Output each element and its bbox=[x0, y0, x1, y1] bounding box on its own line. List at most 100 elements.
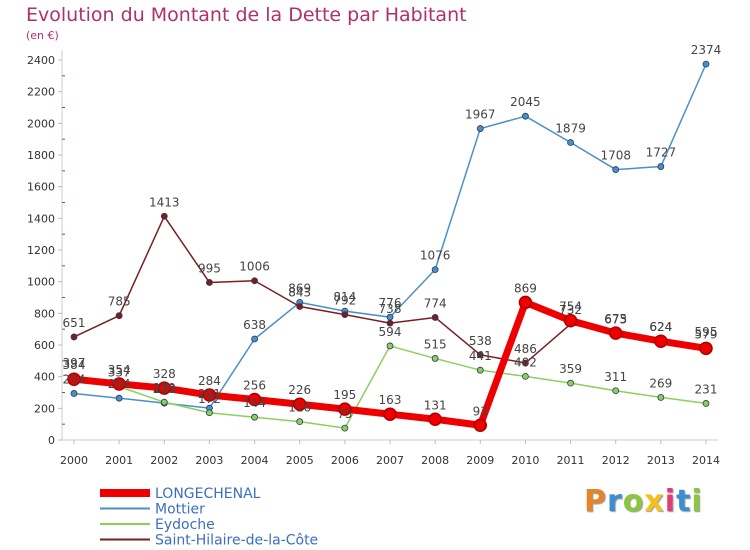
proxiti-logo: Proxiti bbox=[584, 484, 703, 519]
data-point-longechenal bbox=[654, 334, 668, 348]
data-label-eydoche: 337 bbox=[108, 366, 131, 380]
chart-axes: 0 200 400 600 800 1000 1200 1400 1600 1800 2000 220… bbox=[27, 50, 720, 467]
y-tick-label: 800 bbox=[34, 307, 55, 320]
x-tick-label: 2013 bbox=[647, 454, 675, 467]
data-point-longechenal bbox=[157, 381, 172, 395]
x-tick-label: 2009 bbox=[466, 454, 494, 467]
data-label-eydoche: 144 bbox=[243, 396, 266, 410]
data-label-saint-hilaire-de-la-c-te: 538 bbox=[469, 334, 492, 348]
y-tick-label: 1200 bbox=[27, 244, 55, 257]
data-label-longechenal: 195 bbox=[333, 388, 356, 402]
data-point-saint-hilaire-de-la-c-te bbox=[386, 319, 394, 327]
data-point-mottier bbox=[567, 139, 574, 146]
data-point-mottier bbox=[702, 60, 710, 68]
data-label-longechenal: 93 bbox=[473, 404, 488, 418]
data-label-saint-hilaire-de-la-c-te: 792 bbox=[333, 294, 356, 308]
x-tick-label: 2007 bbox=[376, 454, 404, 467]
data-label-longechenal: 869 bbox=[514, 281, 537, 295]
y-tick-label: 1400 bbox=[27, 212, 55, 225]
data-point-longechenal bbox=[112, 377, 126, 391]
logo-letter: o bbox=[622, 484, 645, 519]
data-label-eydoche: 441 bbox=[469, 349, 492, 363]
data-label-saint-hilaire-de-la-c-te: 774 bbox=[424, 296, 447, 310]
series-line-saint-hilaire-de-la-c-te bbox=[73, 215, 707, 364]
data-point-longechenal bbox=[67, 372, 81, 386]
data-point-longechenal bbox=[473, 418, 488, 433]
x-tick-label: 2001 bbox=[105, 454, 133, 467]
x-tick-label: 2014 bbox=[692, 454, 720, 467]
data-point-longechenal bbox=[518, 295, 533, 310]
data-label-mottier: 1967 bbox=[465, 108, 496, 122]
data-label-mottier: 233 bbox=[153, 382, 176, 396]
data-label-eydoche: 231 bbox=[695, 382, 718, 396]
data-point-mottier bbox=[115, 394, 123, 402]
data-point-eydoche bbox=[296, 418, 304, 426]
logo-letter: x bbox=[644, 484, 665, 519]
y-tick-label: 1600 bbox=[27, 181, 55, 194]
data-label-eydoche: 311 bbox=[604, 370, 627, 384]
data-point-longechenal bbox=[338, 402, 352, 416]
data-point-saint-hilaire-de-la-c-te bbox=[341, 311, 349, 319]
y-tick-label: 2200 bbox=[27, 86, 55, 99]
data-label-eydoche: 269 bbox=[649, 376, 672, 390]
data-point-eydoche bbox=[386, 342, 394, 350]
data-label-longechenal: 754 bbox=[559, 300, 582, 314]
data-label-mottier: 264 bbox=[108, 377, 131, 391]
x-tick-label: 2006 bbox=[331, 454, 359, 467]
data-label-saint-hilaire-de-la-c-te: 624 bbox=[649, 320, 672, 334]
data-point-eydoche bbox=[476, 366, 484, 374]
data-point-mottier bbox=[476, 125, 484, 132]
data-label-mottier: 1879 bbox=[555, 121, 586, 135]
data-point-eydoche bbox=[612, 387, 620, 395]
data-point-saint-hilaire-de-la-c-te bbox=[206, 279, 213, 286]
series-line-mottier bbox=[73, 63, 707, 409]
data-point-saint-hilaire-de-la-c-te bbox=[476, 351, 484, 359]
y-tick-label: 2000 bbox=[27, 117, 55, 130]
data-point-saint-hilaire-de-la-c-te bbox=[251, 277, 258, 285]
data-label-eydoche: 359 bbox=[559, 362, 582, 376]
y-tick-label: 2400 bbox=[27, 54, 55, 67]
data-point-saint-hilaire-de-la-c-te bbox=[431, 314, 439, 321]
data-point-saint-hilaire-de-la-c-te bbox=[115, 312, 123, 320]
data-label-eydoche: 402 bbox=[514, 355, 537, 369]
data-point-eydoche bbox=[206, 409, 213, 417]
data-label-mottier: 638 bbox=[243, 318, 266, 332]
data-point-eydoche bbox=[522, 372, 529, 380]
data-label-longechenal: 675 bbox=[604, 312, 627, 326]
logo-letter: P bbox=[584, 484, 607, 519]
data-point-saint-hilaire-de-la-c-te bbox=[70, 333, 78, 341]
data-point-eydoche bbox=[251, 413, 258, 421]
legend-label: Saint-Hilaire-de-la-Côte bbox=[155, 533, 318, 549]
data-point-mottier bbox=[70, 390, 78, 397]
data-label-saint-hilaire-de-la-c-te: 1413 bbox=[149, 195, 180, 209]
chart-title: Evolution du Montant de la Dette par Hab… bbox=[26, 4, 467, 26]
data-label-saint-hilaire-de-la-c-te: 843 bbox=[288, 286, 311, 300]
data-label-mottier: 2374 bbox=[691, 43, 722, 57]
data-label-saint-hilaire-de-la-c-te: 995 bbox=[198, 261, 221, 275]
data-label-mottier: 869 bbox=[288, 281, 311, 295]
data-label-saint-hilaire-de-la-c-te: 673 bbox=[604, 312, 627, 326]
data-label-eydoche: 172 bbox=[198, 392, 221, 406]
data-label-mottier: 776 bbox=[379, 296, 402, 310]
x-tick-label: 2004 bbox=[241, 454, 269, 467]
data-label-saint-hilaire-de-la-c-te: 651 bbox=[63, 316, 86, 330]
data-point-saint-hilaire-de-la-c-te bbox=[522, 359, 529, 367]
data-point-longechenal bbox=[563, 313, 578, 328]
data-label-longechenal: 328 bbox=[153, 367, 176, 381]
legend-label: Eydoche bbox=[155, 517, 215, 533]
chart-data-labels: 294 264 233 201 638 869 814 776 1076 1967 2045 1879… bbox=[63, 43, 722, 421]
data-label-longechenal: 256 bbox=[243, 378, 266, 392]
data-label-eydoche: 75 bbox=[337, 407, 352, 421]
data-label-longechenal: 131 bbox=[424, 398, 447, 412]
data-point-eydoche bbox=[160, 398, 168, 406]
data-point-eydoche bbox=[567, 379, 574, 387]
data-point-mottier bbox=[612, 166, 620, 173]
data-label-saint-hilaire-de-la-c-te: 732 bbox=[559, 303, 582, 317]
data-label-mottier: 2045 bbox=[510, 95, 541, 109]
data-label-longechenal: 624 bbox=[649, 320, 672, 334]
data-label-saint-hilaire-de-la-c-te: 785 bbox=[108, 295, 131, 309]
data-point-longechenal bbox=[292, 397, 307, 411]
data-label-mottier: 1727 bbox=[646, 146, 677, 160]
data-label-eydoche: 239 bbox=[153, 381, 176, 395]
logo-letter: i bbox=[664, 484, 677, 519]
